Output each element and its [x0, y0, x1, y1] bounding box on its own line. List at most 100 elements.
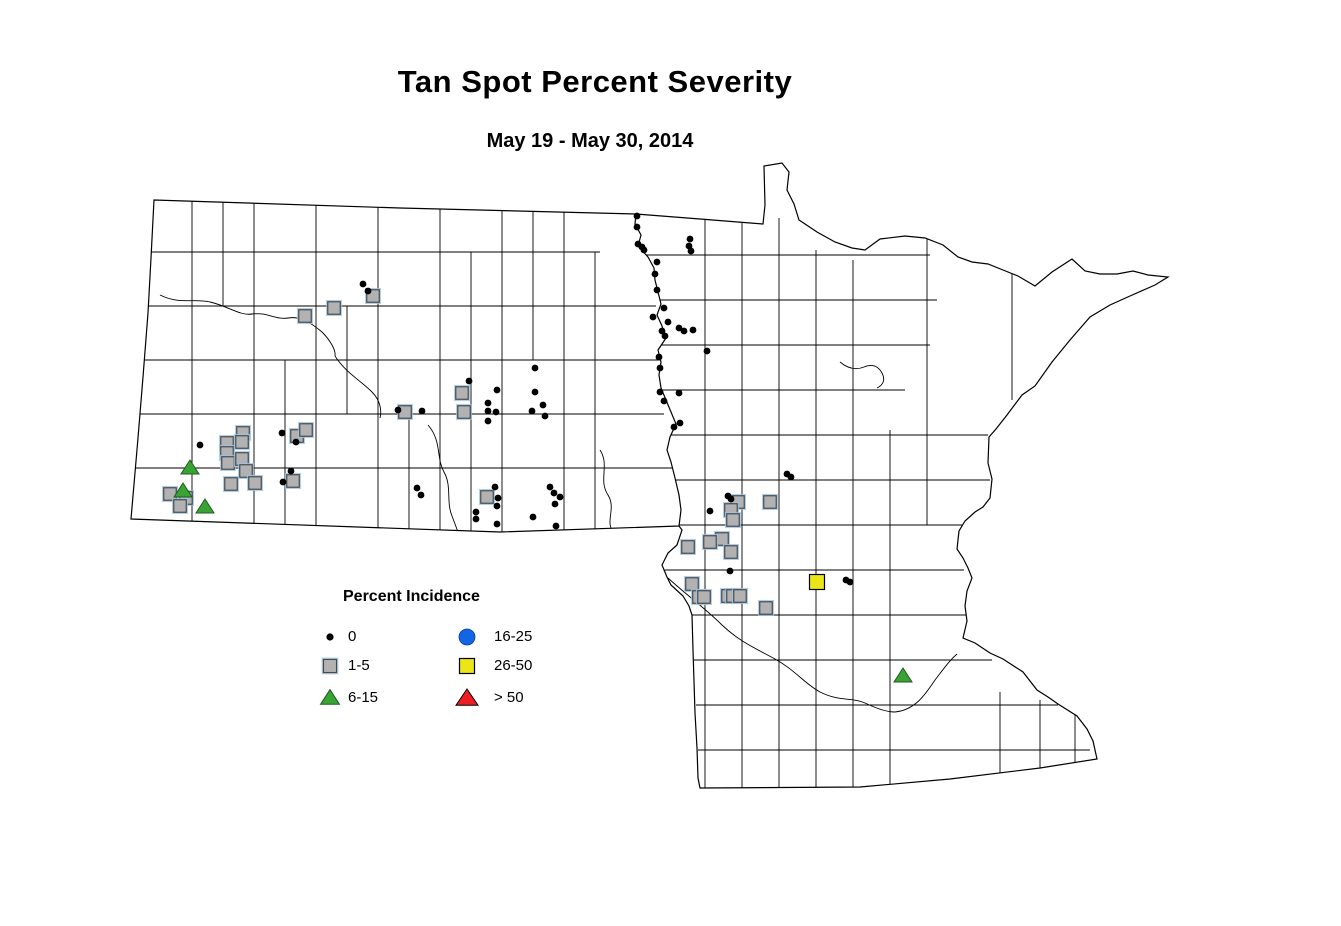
map-point-square [480, 490, 494, 504]
map-point-square-halo [455, 403, 473, 421]
page-subtitle: May 19 - May 30, 2014 [486, 130, 694, 152]
map-point-square [685, 577, 699, 591]
map-point-square [457, 405, 471, 419]
map-point-square-halo [237, 462, 255, 480]
map-point-square [763, 495, 777, 509]
map-point-square-halo [296, 307, 314, 325]
map-point-dot [846, 578, 854, 586]
map-point-square-halo [722, 543, 740, 561]
map-point-square [248, 476, 262, 490]
state-shape-west [131, 200, 681, 532]
map-point-dot [703, 347, 711, 355]
map-point-triangle [893, 667, 913, 683]
map-point-dot [493, 520, 501, 528]
map-point-square-halo [246, 474, 264, 492]
map-point-dot [484, 407, 492, 415]
map-point-dot [359, 280, 367, 288]
map-point-square [299, 423, 313, 437]
map-point-dot [787, 473, 795, 481]
map-point-dot [680, 327, 688, 335]
map-point-square [455, 386, 469, 400]
county-grid-west [131, 200, 674, 532]
map-point-square [703, 535, 717, 549]
county-grid-east [640, 214, 1090, 788]
map-point-square-halo [222, 475, 240, 493]
map-point-dot [529, 513, 537, 521]
map-point-square [733, 589, 747, 603]
map-point-dot [493, 502, 501, 510]
map-point-dot [528, 407, 536, 415]
map-point-square-halo [364, 287, 382, 305]
state-outline-east [635, 162, 1170, 789]
map-point-dot [676, 419, 684, 427]
map-point-dot [484, 399, 492, 407]
map-point-dot [492, 408, 500, 416]
map-point-square [235, 435, 249, 449]
map-point-square [221, 456, 235, 470]
map-point-square [286, 474, 300, 488]
map-point-dot [675, 324, 683, 332]
map-point-square-halo [325, 299, 343, 317]
map-point-dot [649, 313, 657, 321]
map-point-dot [491, 483, 499, 491]
map-point-dot [539, 401, 547, 409]
map-point-dot [552, 522, 560, 530]
map-point-dot [550, 489, 558, 497]
map-point-square-halo [233, 433, 251, 451]
map-point-dot [292, 438, 300, 446]
map-point-dot [660, 397, 668, 405]
map-point-dot [664, 318, 672, 326]
map-point-dot [493, 386, 501, 394]
map-point-dot [633, 212, 641, 220]
map-point-dot [556, 493, 564, 501]
map-point-dot [653, 258, 661, 266]
map-point-dot [670, 423, 678, 431]
map-point-square-halo [679, 538, 697, 556]
map-point-dot [687, 247, 695, 255]
map-point-square [724, 545, 738, 559]
map-point-yellow-square [808, 573, 826, 591]
map-point-square [697, 590, 711, 604]
map-point-dot [531, 388, 539, 396]
map-point-square-halo [171, 497, 189, 515]
map-point-square [224, 477, 238, 491]
map-point-dot [279, 478, 287, 486]
map-point-dot [660, 304, 668, 312]
map-point-square-halo [724, 511, 742, 529]
map-point-dot [706, 507, 714, 515]
map-point-triangle [195, 498, 215, 514]
map-point-dot [278, 429, 286, 437]
map-point-dot [656, 364, 664, 372]
map-point-dot [651, 270, 659, 278]
map-point-square-halo [478, 488, 496, 506]
page-title: Tan Spot Percent Severity [397, 64, 793, 99]
map-point-dot [465, 377, 473, 385]
map-point-dot [551, 500, 559, 508]
map-point-dot [686, 235, 694, 243]
map-point-square-halo [757, 599, 775, 617]
map-point-dot [633, 223, 641, 231]
map-point-dot [484, 417, 492, 425]
map-point-dot [287, 467, 295, 475]
map-point-dot [418, 407, 426, 415]
map-point-square-halo [731, 587, 749, 605]
map-point-square-halo [695, 588, 713, 606]
map-point-square-halo [701, 533, 719, 551]
map-point-dot [394, 406, 402, 414]
map-point-dot [675, 389, 683, 397]
map-point-square-halo [453, 384, 471, 402]
map-point-square [239, 464, 253, 478]
map-point-dot [726, 567, 734, 575]
map-point-square [759, 601, 773, 615]
map-point-triangle [173, 482, 193, 498]
map-point-square [298, 309, 312, 323]
map-point-dot [413, 484, 421, 492]
map-point-dot [541, 412, 549, 420]
map-point-square [681, 540, 695, 554]
map-point-dot [727, 495, 735, 503]
state-shape-east [635, 163, 1168, 788]
map-point-dot [689, 326, 697, 334]
map-point-dot [655, 353, 663, 361]
